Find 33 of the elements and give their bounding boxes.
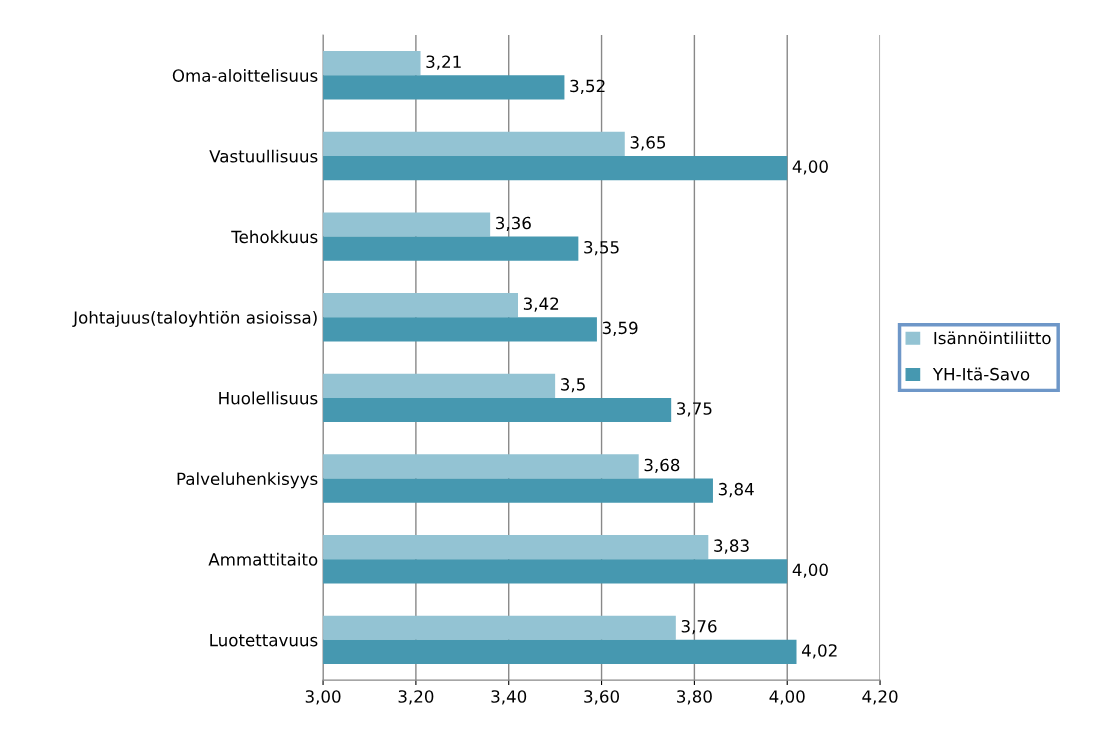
- x-tick-label: 3,00: [305, 690, 341, 705]
- y-tick-label: Luotettavuus: [210, 634, 318, 647]
- data-label: 3,65: [630, 136, 666, 151]
- y-tick-label: Ammattitaito: [208, 552, 318, 566]
- y-tick-label: Tehokkuus: [231, 230, 318, 244]
- data-label: 4,00: [792, 160, 828, 175]
- data-label: 3,83: [714, 539, 749, 554]
- y-tick-label: Huolellisuus: [219, 391, 318, 405]
- data-label: 3,76: [681, 619, 717, 635]
- data-label: 3,75: [677, 402, 712, 417]
- legend-label: Isännöintiliitto: [934, 331, 1051, 345]
- x-tick-label: 3,60: [584, 690, 620, 705]
- data-label: 4,00: [792, 563, 828, 578]
- data-label: 3,84: [718, 482, 754, 498]
- data-label: 3,52: [570, 79, 605, 94]
- data-label: 3,36: [496, 216, 531, 232]
- y-tick-label: Palveluhenkisyys: [177, 472, 318, 489]
- x-tick-label: 3,20: [398, 690, 434, 705]
- legend-label: YH-Itä-Savo: [932, 367, 1030, 381]
- data-label: 3,42: [523, 297, 559, 312]
- y-tick-label: Oma-aloittelisuus: [172, 68, 318, 82]
- data-label: 3,68: [644, 458, 680, 473]
- x-tick-label: 4,00: [769, 690, 805, 705]
- x-tick-label: 4,20: [862, 690, 898, 705]
- data-label: 3,59: [602, 321, 638, 336]
- y-tick-label: Vastuullisuus: [209, 149, 318, 163]
- x-tick-label: 3,80: [677, 690, 712, 705]
- data-label: 4,02: [801, 644, 837, 659]
- data-label: 3,21: [426, 55, 461, 70]
- data-label: 3,55: [584, 240, 619, 256]
- y-tick-label: Johtajuus(taloyhtiön asioissa): [72, 310, 317, 328]
- data-label: 3,5: [561, 378, 585, 393]
- x-tick-label: 3,40: [491, 690, 527, 705]
